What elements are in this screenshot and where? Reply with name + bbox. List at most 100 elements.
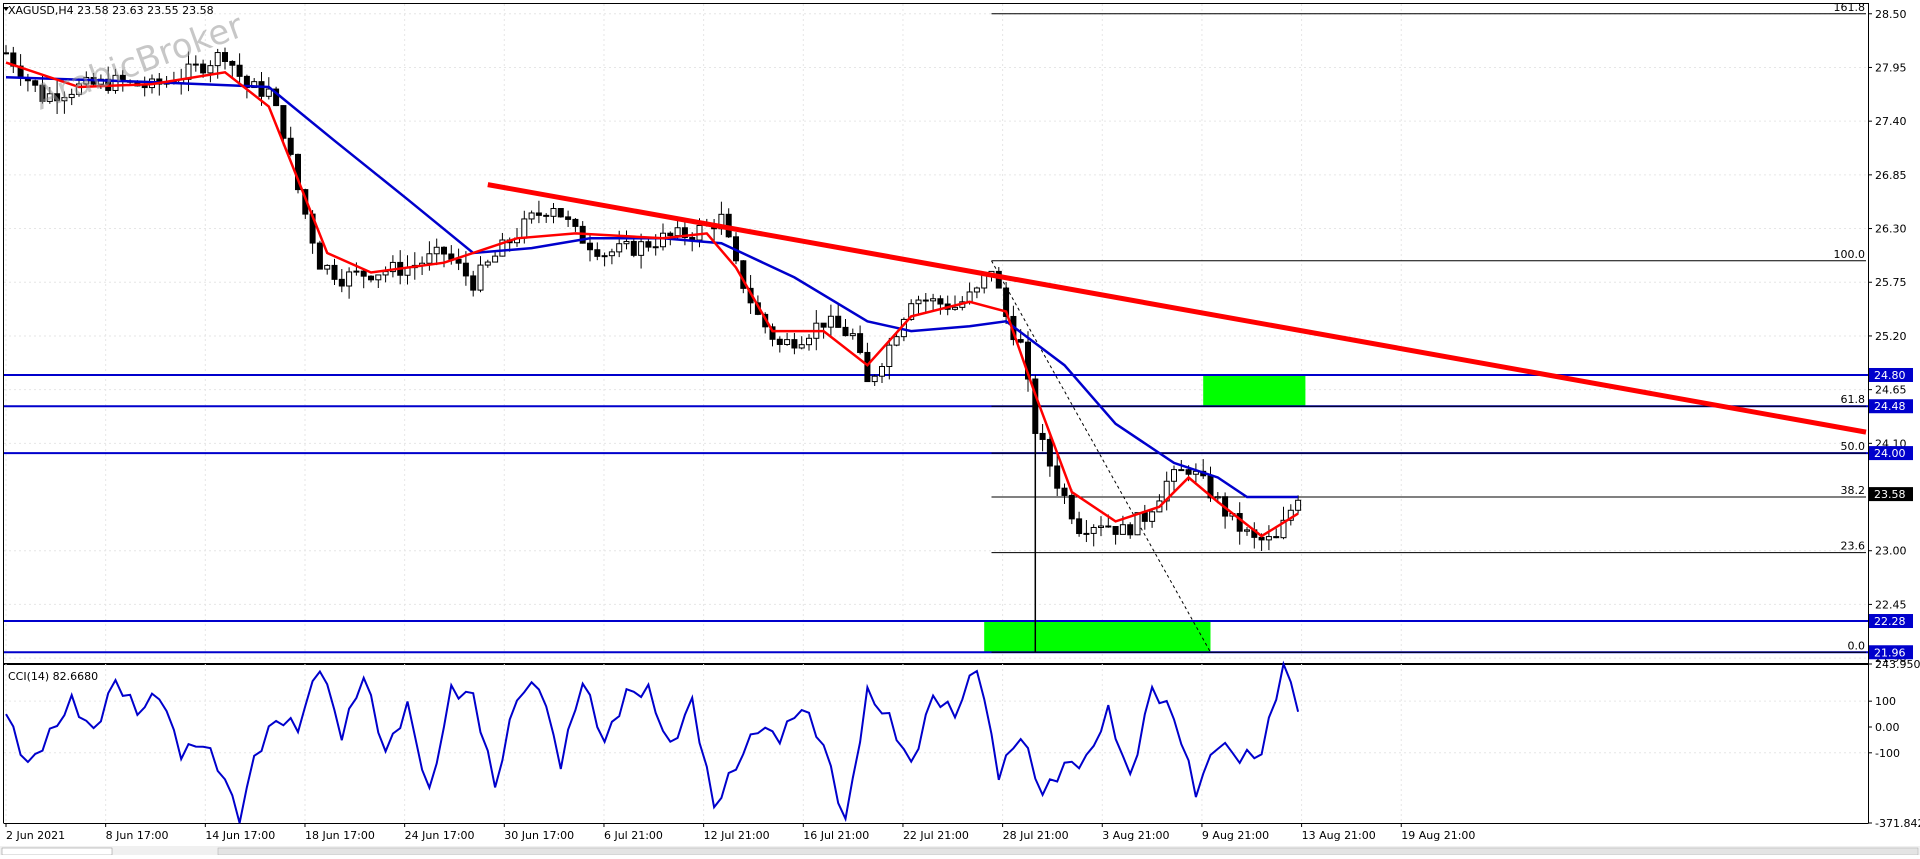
time-axis-label: 22 Jul 21:00: [903, 829, 969, 842]
candle: [630, 238, 637, 258]
candle-body: [681, 227, 688, 239]
candle-body: [849, 333, 856, 337]
candle-body: [667, 232, 674, 237]
candle: [316, 240, 323, 270]
candle-body: [908, 303, 915, 320]
candle-body: [1244, 529, 1250, 532]
price-axis-label: 28.50: [1875, 8, 1907, 21]
candle: [32, 79, 39, 93]
slow-moving-average: [5, 75, 1299, 499]
candle-body: [915, 299, 922, 305]
time-axis-label: 6 Jul 21:00: [604, 829, 663, 842]
price-axis-label: 26.85: [1875, 169, 1907, 182]
cci-line: [5, 660, 1300, 824]
candle-body: [1258, 536, 1265, 541]
fib-trend-line: [991, 260, 1211, 653]
price-axis-label: 23.00: [1875, 545, 1907, 558]
candle-body: [601, 255, 608, 258]
candle-body: [864, 351, 871, 383]
candle-body: [1112, 526, 1119, 535]
candle: [952, 295, 958, 311]
candle-body: [1295, 499, 1302, 511]
candle: [594, 242, 601, 261]
candle-body: [273, 88, 280, 107]
candle-body: [280, 105, 287, 139]
candle-body: [484, 261, 491, 266]
candle-body: [426, 253, 433, 264]
candle-body: [1127, 524, 1134, 536]
candle: [76, 80, 82, 97]
candle-body: [922, 299, 929, 302]
candle: [46, 87, 53, 104]
horizontal-scrollbar[interactable]: [217, 847, 1919, 856]
candle-body: [200, 63, 207, 74]
candle: [1076, 511, 1083, 537]
candle: [608, 248, 615, 265]
candle: [346, 267, 353, 299]
candle-body: [1068, 494, 1075, 520]
candle: [784, 332, 791, 346]
time-axis-label: 14 Jun 17:00: [205, 829, 275, 842]
candle: [1090, 524, 1097, 547]
candle-body: [462, 262, 469, 277]
resistance-trendline[interactable]: [487, 182, 1867, 435]
candle-body: [660, 232, 666, 248]
candle: [879, 363, 885, 384]
candle-body: [353, 270, 360, 273]
candle: [1149, 508, 1156, 528]
price-tag-label: 22.28: [1874, 615, 1906, 628]
candle: [287, 126, 294, 157]
candle: [1003, 281, 1010, 324]
candle-body: [477, 264, 484, 291]
candle-body: [76, 83, 82, 95]
time-axis-label: 3 Aug 21:00: [1102, 829, 1169, 842]
level-price-tag: 21.96: [1869, 645, 1913, 660]
candle: [973, 286, 980, 299]
time-axis-label: 19 Aug 21:00: [1401, 829, 1475, 842]
candle-body: [842, 326, 849, 337]
candle-body: [368, 275, 374, 281]
candle-body: [973, 287, 980, 293]
candle-body: [1134, 512, 1141, 536]
candle-body: [587, 242, 593, 251]
price-tag-box: [1869, 487, 1913, 502]
candle: [937, 295, 944, 315]
candle: [280, 105, 287, 146]
candle-body: [1061, 487, 1068, 496]
price-tag-label: 23.58: [1874, 488, 1906, 501]
candle-body: [338, 278, 345, 287]
candle: [1083, 520, 1090, 543]
candle-body: [389, 261, 396, 273]
candle-body: [1171, 469, 1177, 482]
candle: [54, 80, 61, 115]
candle: [236, 53, 243, 85]
candle: [1127, 522, 1134, 539]
candle: [141, 76, 148, 97]
candle: [1112, 526, 1119, 545]
candle-body: [258, 81, 265, 97]
candle: [871, 374, 878, 387]
candle: [375, 274, 382, 289]
time-axis-label: 16 Jul 21:00: [803, 829, 869, 842]
candle-body: [893, 336, 900, 346]
cci-axis-label: 0.00: [1875, 721, 1900, 734]
candle: [338, 269, 345, 293]
candle-body: [879, 366, 885, 377]
candle-body: [229, 60, 236, 66]
fib-level-label: 161.8: [1834, 1, 1866, 14]
price-tag-label: 24.80: [1874, 369, 1906, 382]
candle-body: [1273, 536, 1280, 539]
candle-body: [382, 271, 389, 276]
candle-body: [638, 241, 645, 256]
time-axis-label: 2 Jun 2021: [6, 829, 65, 842]
level-price-tag: 22.28: [1869, 614, 1913, 629]
candle-body: [981, 274, 988, 289]
time-axis-label: 30 Jun 17:00: [504, 829, 574, 842]
candle-body: [820, 322, 827, 328]
candle-body: [324, 264, 331, 270]
candle: [849, 328, 856, 340]
chart-tab[interactable]: [1, 847, 113, 856]
candle-body: [360, 270, 367, 277]
time-axis-label: 24 Jun 17:00: [405, 829, 475, 842]
header-collapse-icon[interactable]: [3, 7, 9, 11]
